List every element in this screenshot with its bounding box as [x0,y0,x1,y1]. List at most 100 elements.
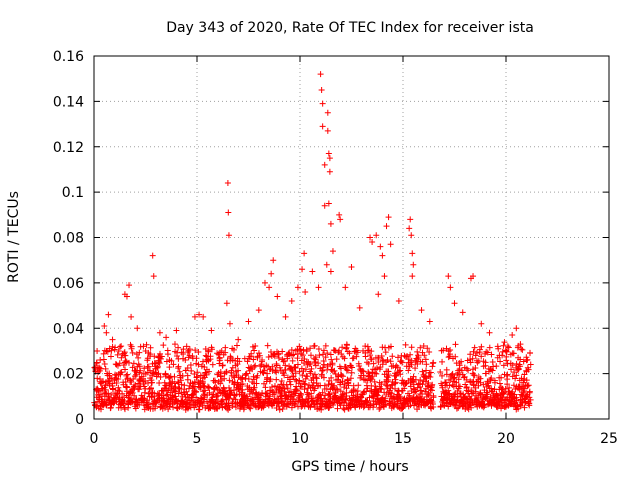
data-point [301,250,308,257]
background-point [415,380,422,387]
background-point [468,404,475,411]
background-point [354,349,361,356]
background-point [412,388,419,395]
background-point [288,347,295,354]
background-point [104,348,111,355]
background-point [448,371,455,378]
background-point [437,369,444,376]
data-point [294,284,301,291]
chart-title: Day 343 of 2020, Rate Of TEC Index for r… [166,20,534,36]
data-point [103,329,110,336]
background-point [337,402,344,409]
background-point [445,354,452,361]
background-point [239,389,246,396]
background-point [187,362,194,369]
data-point [377,243,384,250]
x-tick-label: 25 [600,431,618,447]
background-point [323,385,330,392]
background-point [312,359,319,366]
background-point [266,395,273,402]
background-point [369,373,376,380]
background-point [160,342,167,349]
background-point [130,360,137,367]
background-point [396,368,403,375]
background-point [519,346,526,353]
background-point [488,385,495,392]
background-point [271,382,278,389]
data-point [321,202,328,209]
background-point [143,341,150,348]
background-point [278,378,285,385]
data-point [407,216,414,223]
data-point [183,343,190,350]
background-point [192,347,199,354]
background-point [328,374,335,381]
background-point [496,380,503,387]
background-point [343,341,350,348]
background-point [376,406,383,413]
background-point [341,406,348,413]
background-point [500,342,507,349]
background-point [256,352,263,359]
background-point [372,383,379,390]
background-point [423,361,430,368]
background-point [383,382,390,389]
background-point [172,383,179,390]
background-point [175,390,182,397]
background-point [290,373,297,380]
data-point [319,123,326,130]
background-point [278,387,285,394]
data-point [101,322,108,329]
background-point [517,403,524,410]
data-point [409,273,416,280]
background-point [453,405,460,412]
background-point [287,381,294,388]
background-point [369,369,376,376]
background-point [217,380,224,387]
background-point [196,406,203,413]
background-point [200,382,207,389]
background-point [456,383,463,390]
data-point [395,298,402,305]
data-point [208,327,215,334]
background-point [176,385,183,392]
background-point [442,379,449,386]
background-point [307,403,314,410]
background-point [341,380,348,387]
background-point [301,380,308,387]
background-point [373,370,380,377]
background-point [326,391,333,398]
background-point [396,393,403,400]
background-point [129,349,136,356]
background-point [334,376,341,383]
background-point [514,367,521,374]
background-point [329,361,336,368]
background-point [393,372,400,379]
background-point [163,392,170,399]
data-point [503,347,509,354]
background-point [378,381,385,388]
background-point [180,346,187,353]
background-point [245,376,252,383]
background-point [308,365,315,372]
data-point [94,347,101,354]
background-point [387,358,394,365]
background-point [354,387,361,394]
background-point [221,375,228,382]
background-point [153,399,160,406]
data-point [134,325,141,332]
background-point [311,371,318,378]
background-point [258,358,265,365]
background-point [247,405,254,412]
background-point [312,356,319,363]
y-tick-label: 0.02 [53,367,84,383]
background-point [472,388,479,395]
background-point [394,364,401,371]
background-point [292,370,299,377]
background-point [307,345,314,352]
background-point [509,362,516,369]
background-point [184,364,191,371]
background-point [473,349,480,356]
data-point [418,307,425,314]
data-point [445,273,452,280]
